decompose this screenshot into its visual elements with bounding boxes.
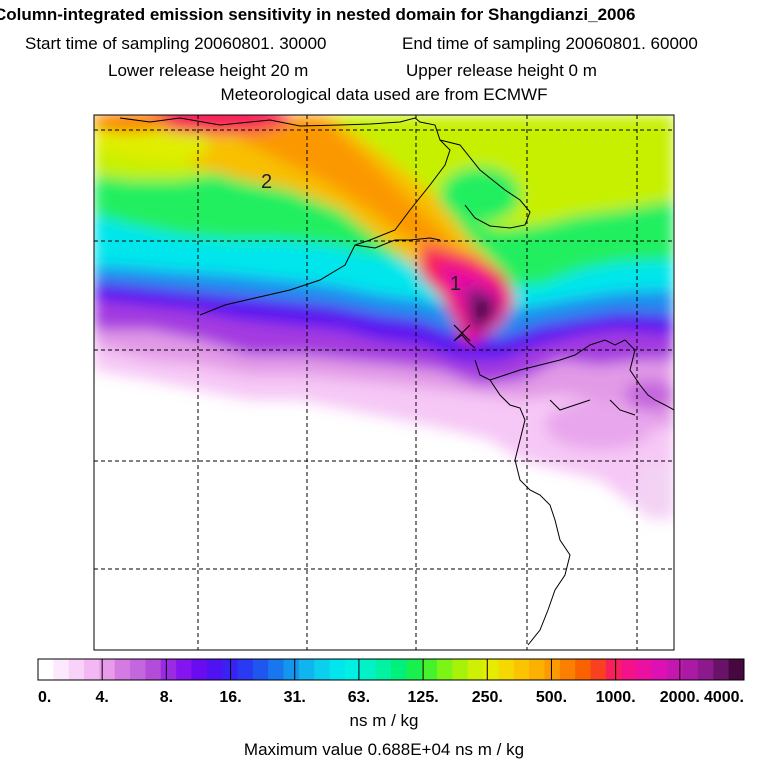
colorbar-tick-label: 8.: [160, 689, 173, 706]
colorbar-swatch: [114, 659, 131, 680]
colorbar-swatch: [728, 659, 745, 680]
colorbar-swatch: [697, 659, 714, 680]
colorbar-swatch: [145, 659, 162, 680]
colorbar-swatch: [38, 659, 54, 680]
colorbar-swatch: [590, 659, 607, 680]
colorbar-swatch: [283, 659, 300, 680]
colorbar-swatch: [406, 659, 423, 680]
colorbar-swatch: [636, 659, 653, 680]
colorbar-swatch: [329, 659, 346, 680]
colorbar-swatch: [513, 659, 530, 680]
colorbar-swatch: [713, 659, 730, 680]
colorbar-swatch: [483, 659, 499, 680]
colorbar-swatch: [99, 659, 116, 680]
colorbar-swatch: [421, 659, 438, 680]
colorbar-swatch: [344, 659, 361, 680]
colorbar-swatch: [252, 659, 269, 680]
colorbar-swatch: [53, 659, 70, 680]
colorbar: [37, 658, 745, 681]
colorbar-tick-label: 500.: [536, 689, 567, 706]
upper-release-label: Upper release height 0 m: [406, 61, 597, 80]
lower-release-label: Lower release height 20 m: [108, 61, 309, 80]
colorbar-swatch: [667, 659, 684, 680]
colorbar-tick-labels: 0. 4. 8. 16. 31. 63. 125. 250. 500. 1000. 2000. 400…: [38, 689, 744, 706]
colorbar-swatch: [68, 659, 85, 680]
plot-title: Column-integrated emission sensitivity i…: [0, 5, 636, 24]
colorbar-swatch: [160, 659, 177, 680]
colorbar-swatch: [130, 659, 146, 680]
colorbar-swatch: [452, 659, 469, 680]
colorbar-swatch: [391, 659, 407, 680]
colorbar-swatch: [651, 659, 668, 680]
colorbar-swatch: [529, 659, 545, 680]
met-data-label: Meteorological data used are from ECMWF: [220, 85, 548, 104]
x-marker-icon: [453, 324, 471, 342]
maximum-value-label: Maximum value 0.688E+04 ns m / kg: [243, 740, 525, 759]
map-frame: [93, 114, 675, 651]
marker-label-2: 2: [261, 171, 272, 193]
colorbar-swatch: [498, 659, 515, 680]
colorbar-tick-label: 4.: [96, 689, 109, 706]
colorbar-swatch: [621, 659, 638, 680]
colorbar-tick-label: 2000.: [660, 689, 700, 706]
end-time-label: End time of sampling 20060801. 60000: [402, 34, 698, 53]
colorbar-swatch: [191, 659, 208, 680]
colorbar-swatch: [268, 659, 285, 680]
colorbar-swatch: [176, 659, 192, 680]
lat-lon-grid: [94, 115, 674, 650]
colorbar-swatch: [682, 659, 699, 680]
colorbar-tick-label: 250.: [472, 689, 503, 706]
colorbar-tick-label: 31.: [284, 689, 306, 706]
sensitivity-field: 2 1: [94, 115, 674, 650]
colorbar-swatch: [575, 659, 592, 680]
start-time-label: Start time of sampling 20060801. 30000: [25, 34, 327, 53]
colorbar-swatch: [559, 659, 576, 680]
colorbar-swatch: [544, 659, 561, 680]
marker-label-1: 1: [450, 273, 461, 295]
colorbar-swatch: [375, 659, 392, 680]
colorbar-tick-label: 63.: [348, 689, 370, 706]
colorbar-swatch: [467, 659, 484, 680]
colorbar-swatch: [84, 659, 100, 680]
colorbar-tick-label: 1000.: [596, 689, 636, 706]
colorbar-swatch: [298, 659, 315, 680]
colorbar-swatch: [360, 659, 377, 680]
colorbar-swatch: [605, 659, 622, 680]
colorbar-units: ns m / kg: [349, 711, 419, 730]
colorbar-tick-label: 125.: [408, 689, 439, 706]
colorbar-swatch: [314, 659, 331, 680]
coastline-lines: [119, 117, 674, 646]
colorbar-tick-label: 4000.: [704, 689, 744, 706]
colorbar-swatch: [237, 659, 254, 680]
colorbar-swatch: [437, 659, 453, 680]
colorbar-swatch: [206, 659, 223, 680]
colorbar-tick-label: 16.: [219, 689, 241, 706]
colorbar-tick-label: 0.: [38, 689, 51, 706]
